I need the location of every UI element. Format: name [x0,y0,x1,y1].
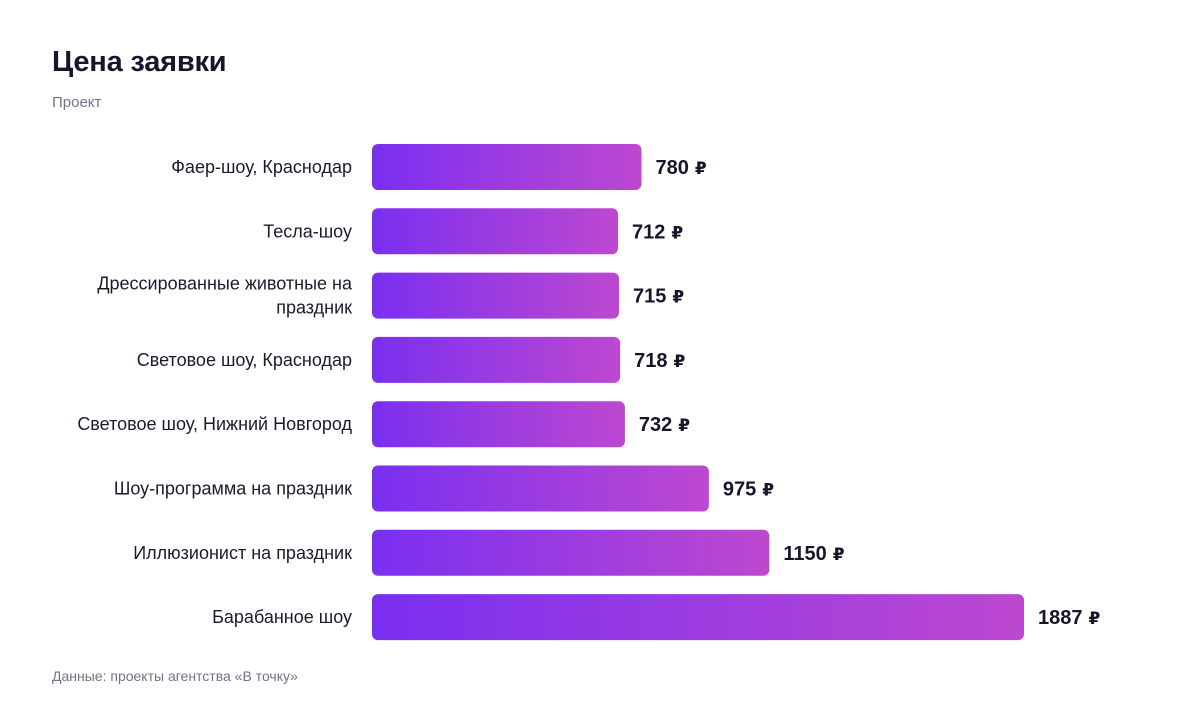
category-label: Дрессированные животные на праздник [97,274,353,318]
category-label: Иллюзионист на праздник [133,543,352,563]
bar [372,144,642,190]
bar [372,272,620,319]
value-label: 1887 ₽ [1038,607,1101,629]
category-label: Шоу-программа на праздник [114,479,352,499]
category-label: Световое шоу, Краснодар [137,350,352,370]
data-source-note: Данные: проекты агентства «В точку» [52,668,298,684]
category-label: Световое шоу, Нижний Новгород [77,414,352,434]
category-label: Фаер-шоу, Краснодар [171,157,352,177]
category-label: Барабанное шоу [212,607,352,627]
bars-group: Фаер-шоу, Краснодар 780 ₽ Тесла-шоу 712 ₽ Дрес… [77,144,1101,641]
chart-title: Цена заявки [52,46,227,78]
chart-subtitle: Проект [52,94,102,111]
bar [372,208,619,255]
value-label: 1150 ₽ [783,543,844,565]
value-label: 712 ₽ [632,221,683,243]
bar [372,336,621,383]
value-label: 718 ₽ [634,350,685,372]
bar [372,594,1024,641]
value-label: 715 ₽ [633,286,684,308]
value-label: 975 ₽ [723,479,774,501]
value-label: 732 ₽ [639,414,690,436]
bar [372,529,770,576]
bar [372,401,625,448]
bar [372,465,709,512]
category-label: Тесла-шоу [263,221,352,241]
value-label: 780 ₽ [656,157,707,179]
